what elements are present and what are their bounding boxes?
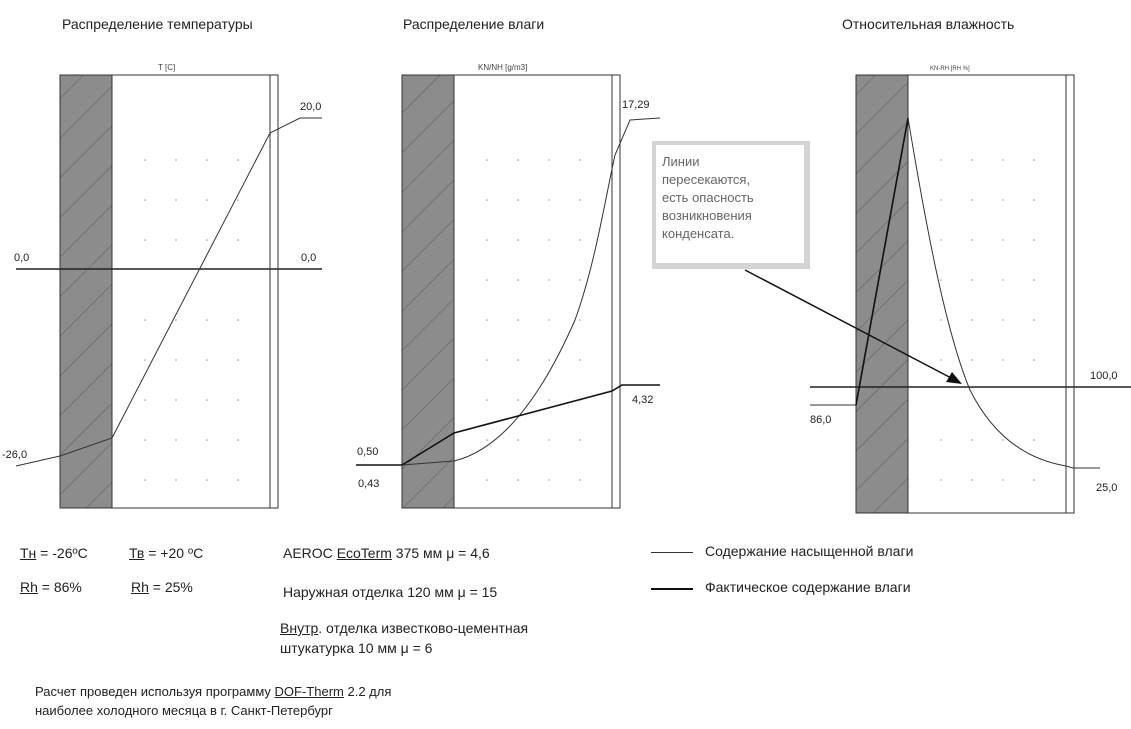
temperature-chart: T [C] 0,0 0,0 -26,0 20,0 [2, 63, 322, 509]
material-inner-finish-line1: Внутр. отделка известково-цементная [280, 620, 529, 636]
actual-humidity-line [855, 117, 909, 406]
callout-line: Линии [662, 154, 700, 169]
inner-finish-layer [269, 74, 279, 509]
callout-arrowhead [946, 372, 962, 384]
indoor-temperature: Тв = +20 ºC [129, 545, 204, 561]
label-humidity-end: 25,0 [1096, 482, 1117, 494]
wall-layer [401, 74, 455, 509]
relative-humidity-line [810, 117, 1100, 469]
callout-line: пересекаются, [662, 172, 751, 187]
label-humidity-start: 86,0 [810, 414, 831, 426]
inner-finish-layer [1065, 74, 1075, 514]
label-min: -26,0 [2, 449, 27, 461]
label-max: 20,0 [300, 101, 321, 113]
axis-label: KN/NH [g/m3] [478, 63, 527, 72]
plot-area [111, 74, 271, 509]
saturated-moisture-line [356, 117, 661, 466]
legend-label-saturated: Содержание насыщенной влаги [705, 543, 914, 559]
actual-moisture-line [356, 384, 660, 466]
label-saturation: 100,0 [1090, 370, 1118, 382]
condensation-callout: Линии пересекаются, есть опасность возни… [652, 141, 810, 269]
wall-layer [59, 74, 113, 509]
material-outer-finish: Наружная отделка 120 мм μ = 15 [283, 584, 498, 600]
label-zero-right: 0,0 [301, 252, 316, 264]
plot-area [907, 74, 1067, 514]
temperature-series-line [15, 117, 322, 467]
plot-area [453, 74, 613, 509]
chart-title-moisture: Распределение влаги [403, 16, 545, 32]
label-zero-left: 0,0 [14, 252, 29, 264]
callout-line: есть опасность [662, 190, 754, 205]
material-aeroc: AEROC EcoTerm 375 мм μ = 4,6 [283, 545, 490, 561]
legend-swatch-actual [651, 588, 693, 590]
indoor-humidity: Rh = 25% [131, 579, 193, 595]
callout-line: возникновения [662, 208, 752, 223]
callout-arrow [744, 269, 956, 381]
grid-dots [486, 159, 581, 481]
inner-finish-layer [611, 74, 621, 509]
grid-dots [940, 159, 1035, 481]
label-actual-end: 4,32 [632, 394, 653, 406]
footnote-line2: наиболее холодного месяца в г. Санкт-Пет… [35, 703, 333, 718]
label-saturated-start: 0,43 [358, 478, 379, 490]
outdoor-temperature: Тн = -26ºC [20, 545, 88, 561]
grid-dots [144, 159, 239, 481]
axis-label: T [C] [158, 63, 175, 72]
callout-text: Линии пересекаются, есть опасность возни… [656, 145, 804, 263]
footnote-line1: Расчет проведен используя программу DOF-… [35, 684, 392, 699]
legend-label-actual: Фактическое содержание влаги [705, 579, 911, 595]
outdoor-humidity: Rh = 86% [20, 579, 82, 595]
humidity-chart: KN-RH [RH %] 86,0 100,0 25,0 [744, 66, 1131, 514]
legend-swatch-saturated [651, 552, 693, 553]
wall-layer [855, 74, 909, 514]
chart-title-temperature: Распределение температуры [62, 16, 253, 32]
material-inner-finish-line2: штукатурка 10 мм μ = 6 [280, 640, 433, 656]
label-actual-start: 0,50 [357, 446, 378, 458]
callout-line: конденсата. [662, 226, 735, 241]
axis-label: KN-RH [RH %] [930, 66, 970, 72]
chart-title-humidity: Относительная влажность [842, 16, 1015, 32]
label-saturated-end: 17,29 [622, 99, 650, 111]
moisture-chart: KN/NH [g/m3] 17,29 4,32 0,50 0,43 [356, 63, 661, 509]
